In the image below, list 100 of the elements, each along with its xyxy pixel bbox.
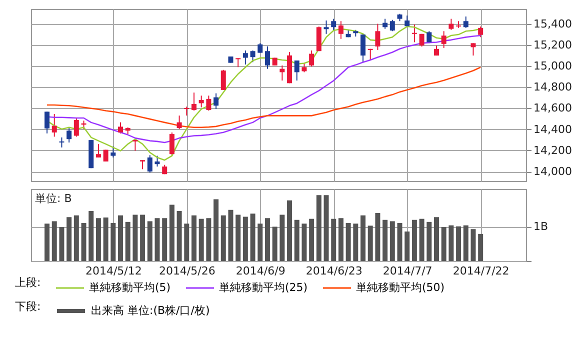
candlestick: [463, 16, 468, 28]
legend-title: 上段:: [15, 276, 41, 289]
candlestick: [478, 26, 484, 38]
bar: [258, 224, 263, 261]
bar: [81, 222, 86, 261]
candlestick: [324, 20, 329, 34]
candlestick: [338, 20, 344, 40]
candlestick: [382, 18, 388, 30]
x-tick-label: 2014/6/23: [306, 264, 362, 278]
bar: [316, 195, 322, 261]
legend-title: 下段:: [15, 300, 41, 313]
candlestick: [198, 95, 204, 108]
y-tick-label: 14,000: [534, 165, 572, 178]
legend-label: 単純移動平均(5): [89, 281, 171, 294]
y-tick-label: 15,000: [534, 59, 572, 72]
bar: [397, 222, 402, 261]
bar: [302, 224, 307, 261]
x-tick-label: 2014/7/7: [382, 264, 432, 278]
y-tick-label: 14,200: [534, 144, 572, 157]
candlestick: [419, 33, 424, 48]
candlestick: [52, 113, 57, 138]
candlestick: [59, 136, 64, 148]
bar: [147, 221, 152, 261]
candlestick: [412, 24, 417, 43]
bar: [287, 200, 292, 261]
bar: [412, 220, 417, 261]
bar: [353, 224, 358, 261]
bar: [324, 195, 329, 261]
candlestick: [140, 160, 146, 170]
bar: [236, 214, 241, 261]
candlestick: [154, 155, 160, 168]
bar: [118, 215, 124, 261]
legend-label: 出来高 単位:(B株/口/枚): [91, 304, 210, 317]
y-tick-label: 14,400: [534, 122, 572, 136]
candlestick: [258, 42, 263, 54]
bar: [360, 215, 366, 261]
bar: [375, 213, 380, 261]
bar: [448, 225, 454, 261]
x-tick-label: 2014/7/22: [452, 264, 510, 278]
bar: [404, 232, 410, 261]
candlestick: [302, 62, 307, 73]
bar: [368, 226, 373, 261]
bar: [280, 214, 285, 261]
y-tick-label: 14,600: [534, 102, 572, 115]
candlestick: [375, 23, 380, 50]
bar: [250, 214, 256, 261]
legend-label: 単純移動平均(50): [356, 281, 445, 294]
bar: [88, 210, 94, 261]
candlestick: [206, 95, 212, 112]
bar: [44, 224, 50, 261]
candlestick: [426, 30, 432, 44]
bar: [176, 210, 182, 261]
candlestick: [316, 26, 322, 52]
x-tick-label: 2014/5/12: [85, 264, 142, 278]
bar: [470, 229, 476, 261]
bar: [390, 221, 395, 261]
candlestick: [220, 69, 226, 90]
candlestick: [110, 146, 116, 158]
bar: [426, 222, 432, 261]
bar: [294, 220, 300, 261]
bar: [52, 221, 57, 261]
bar: [434, 217, 439, 261]
bar: [198, 218, 204, 261]
bar: [220, 215, 226, 261]
candlestick: [441, 30, 446, 48]
legend-label: 単純移動平均(25): [219, 281, 308, 294]
candlestick: [118, 122, 124, 134]
bar: [103, 217, 108, 261]
bar: [74, 215, 79, 261]
candlestick: [96, 144, 101, 158]
bar: [169, 204, 174, 261]
y-tick-label: 14,800: [534, 80, 572, 94]
candlestick: [360, 33, 366, 63]
bar: [419, 218, 424, 261]
candlestick: [250, 50, 256, 63]
bar: [96, 218, 101, 261]
bar: [110, 222, 116, 261]
bar: [132, 214, 138, 261]
candlestick: [242, 50, 248, 66]
bar: [338, 218, 344, 261]
bar: [66, 217, 72, 261]
x-tick-label: 2014/6/9: [236, 264, 286, 278]
bar: [59, 227, 64, 261]
bar: [162, 218, 168, 261]
bar: [272, 226, 278, 261]
bar: [463, 225, 468, 261]
candlestick: [44, 111, 50, 134]
candlestick: [309, 50, 314, 68]
bar: [456, 226, 462, 261]
bar: [154, 218, 160, 261]
line-series: [46, 66, 482, 128]
candlestick: [294, 60, 300, 82]
bar: [309, 218, 314, 261]
bar: [331, 218, 336, 261]
bar: [191, 215, 196, 261]
candlestick: [390, 19, 395, 32]
candlestick: [147, 154, 152, 174]
x-tick-label: 2014/5/26: [158, 264, 216, 278]
bar: [441, 227, 446, 261]
y-tick-label: 15,200: [534, 38, 572, 52]
